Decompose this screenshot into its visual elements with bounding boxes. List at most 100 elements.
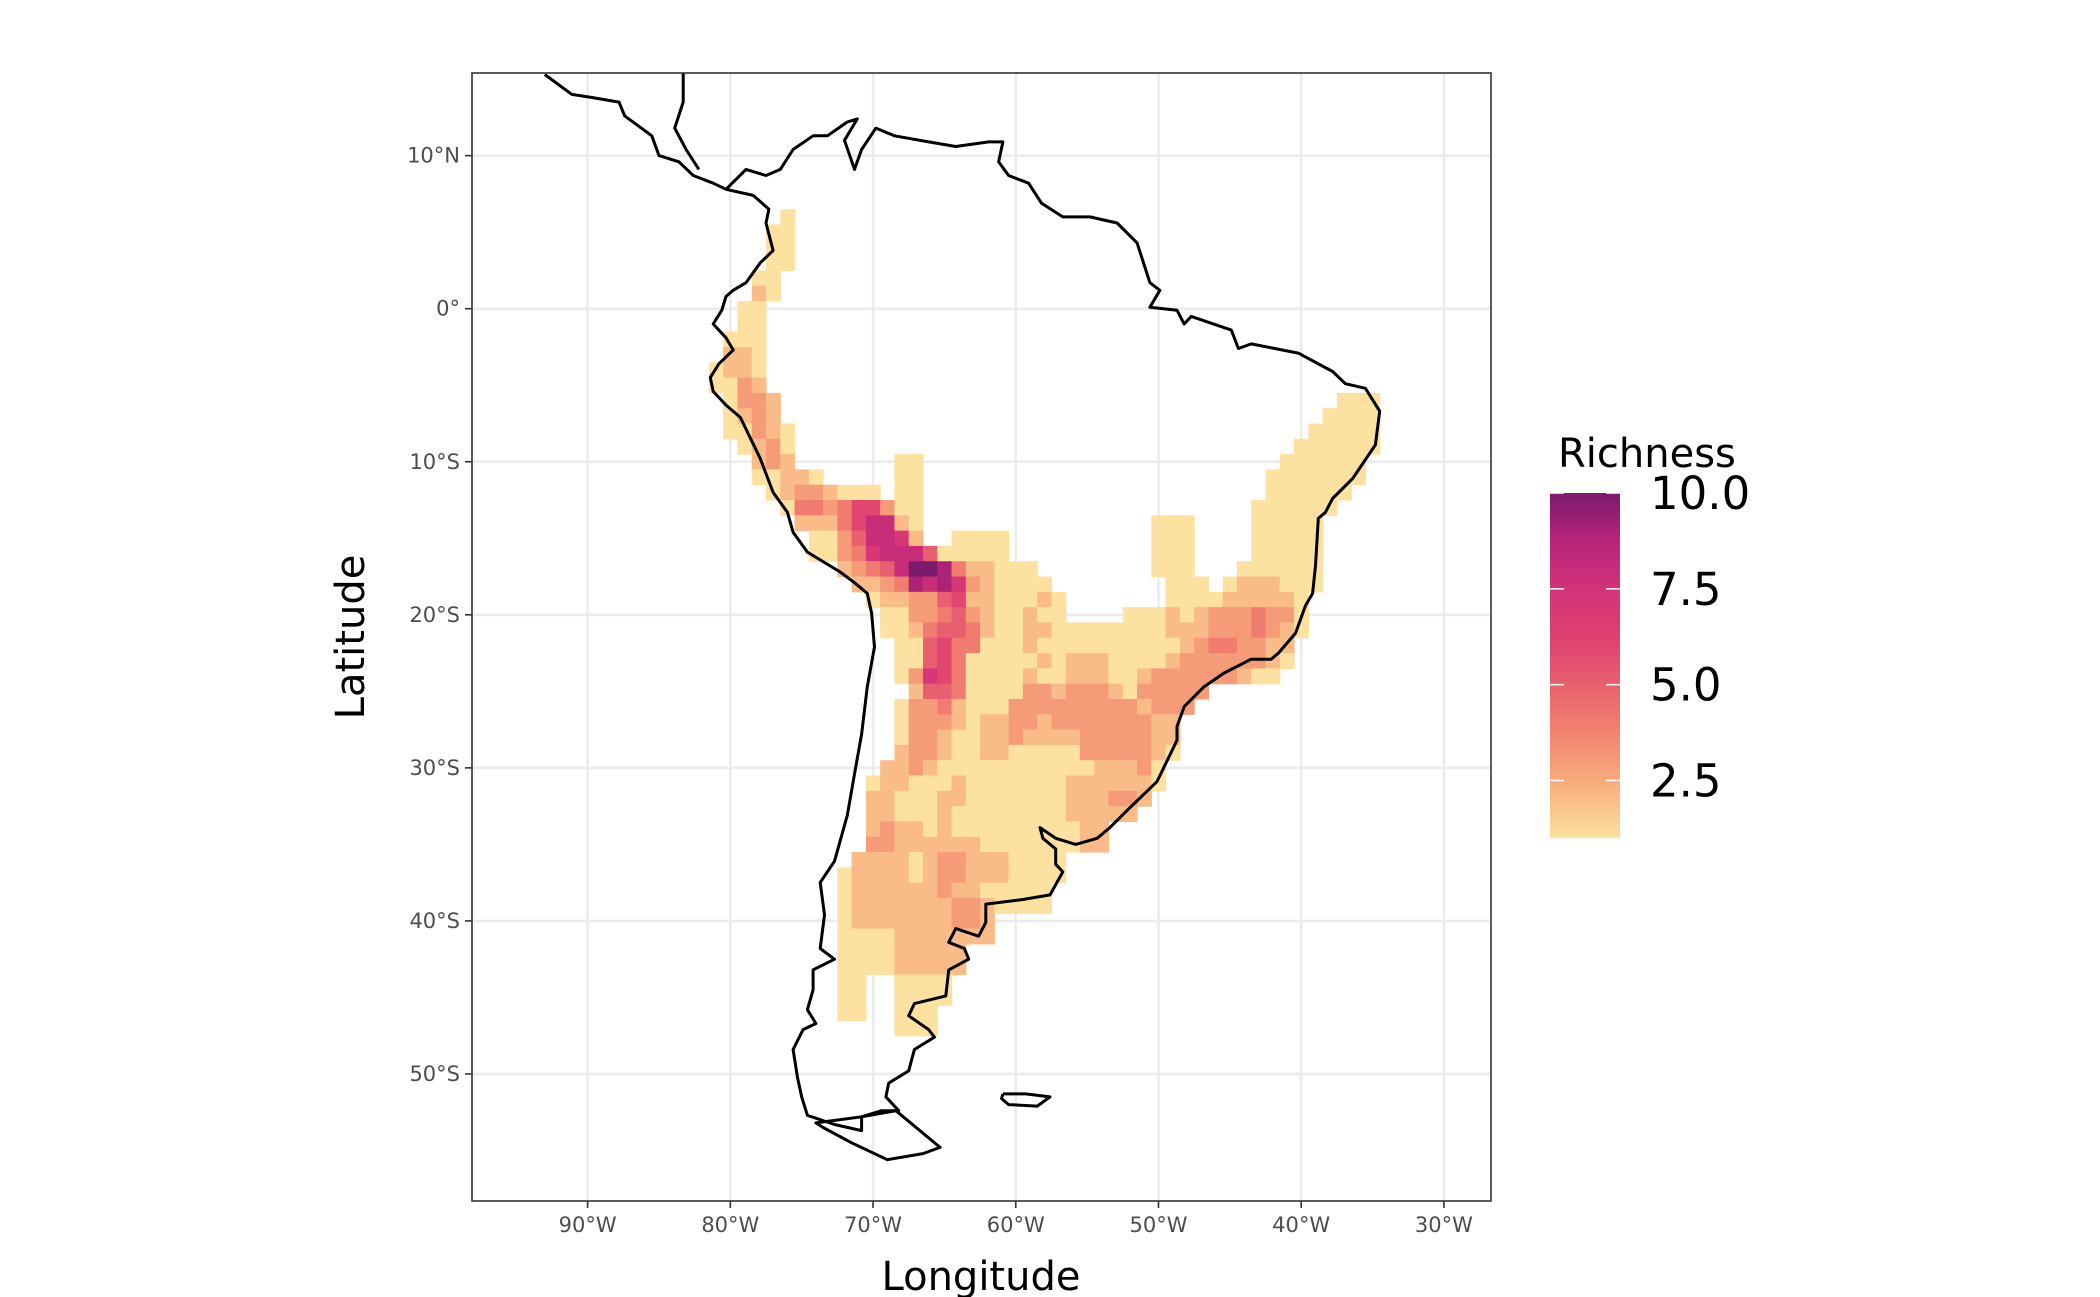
richness-cell <box>880 821 896 838</box>
richness-cell <box>1065 744 1081 761</box>
richness-cell <box>922 637 938 654</box>
richness-cell <box>994 760 1010 777</box>
richness-cell <box>1236 607 1252 624</box>
richness-cell <box>1165 545 1181 562</box>
richness-cell <box>1094 622 1110 639</box>
richness-cell <box>1222 607 1238 624</box>
richness-cell <box>1236 561 1252 578</box>
richness-cell <box>894 530 910 547</box>
richness-cell <box>951 836 967 853</box>
richness-cell <box>1108 622 1124 639</box>
richness-cell <box>1122 775 1138 792</box>
richness-cell <box>1008 729 1024 746</box>
x-tick-label: 90°W <box>559 1213 617 1237</box>
richness-cell <box>1251 561 1267 578</box>
y-tick-label: 50°S <box>409 1062 460 1086</box>
richness-cell <box>1079 653 1095 669</box>
richness-cell <box>965 714 981 731</box>
richness-cell <box>894 897 910 914</box>
richness-cell <box>1251 515 1267 532</box>
richness-cell <box>1294 469 1309 486</box>
richness-cell <box>880 530 896 547</box>
richness-cell <box>1094 836 1110 853</box>
richness-cell <box>1008 683 1024 700</box>
richness-cell <box>908 576 924 593</box>
richness-cell <box>951 821 967 838</box>
richness-cell <box>994 591 1010 608</box>
richness-cell <box>908 515 924 532</box>
richness-cell <box>823 500 838 516</box>
richness-cell <box>1122 744 1138 761</box>
richness-cell <box>1294 561 1309 578</box>
richness-cell <box>837 530 853 547</box>
richness-cell <box>951 591 967 608</box>
richness-cell <box>765 454 781 471</box>
richness-cell <box>994 714 1010 731</box>
richness-cell <box>1008 591 1024 608</box>
richness-cell <box>1037 683 1053 700</box>
richness-cell <box>723 377 739 394</box>
richness-cell <box>908 913 924 930</box>
richness-cell <box>994 668 1010 685</box>
richness-cell <box>1251 591 1267 608</box>
richness-cell <box>951 530 967 547</box>
richness-cell <box>922 576 938 593</box>
richness-cell <box>737 392 753 409</box>
x-tick-label: 60°W <box>987 1213 1045 1237</box>
richness-cell <box>1294 500 1309 516</box>
richness-cell <box>1065 653 1081 669</box>
richness-cell <box>951 806 967 823</box>
richness-cell <box>1065 698 1081 715</box>
richness-cell <box>894 821 910 838</box>
richness-cell <box>1037 836 1053 853</box>
richness-cell <box>1308 438 1324 455</box>
richness-cell <box>1208 637 1224 654</box>
richness-cell <box>980 683 995 700</box>
richness-cell <box>937 867 953 884</box>
richness-cell <box>965 836 981 853</box>
richness-cell <box>894 469 910 486</box>
richness-cell <box>880 928 896 945</box>
richness-cell <box>837 882 853 899</box>
richness-cell <box>908 959 924 976</box>
richness-cell <box>951 790 967 807</box>
richness-cell <box>951 913 967 930</box>
richness-cell <box>1108 760 1124 777</box>
richness-cell <box>937 821 953 838</box>
richness-cell <box>1008 576 1024 593</box>
richness-cell <box>851 515 867 532</box>
richness-cell <box>1265 545 1281 562</box>
richness-cell <box>908 607 924 624</box>
richness-cell <box>1008 867 1024 884</box>
richness-cell <box>1279 576 1295 593</box>
richness-cell <box>765 270 781 287</box>
richness-cell <box>1308 469 1324 486</box>
richness-cell <box>1094 683 1110 700</box>
richness-cell <box>1022 821 1038 838</box>
richness-cell <box>865 836 881 853</box>
richness-cell <box>880 576 896 593</box>
x-tick-label: 50°W <box>1129 1213 1187 1237</box>
richness-cell <box>965 637 981 654</box>
coastline-falkland-islands <box>1000 1092 1052 1108</box>
richness-cell <box>808 500 824 516</box>
richness-cell <box>1094 760 1110 777</box>
richness-cell <box>894 775 910 792</box>
richness-cell <box>1022 790 1038 807</box>
richness-cell <box>1336 438 1352 455</box>
richness-cell <box>723 346 739 363</box>
richness-cell <box>1037 775 1053 792</box>
richness-cell <box>1137 744 1152 761</box>
richness-cell <box>1137 790 1152 807</box>
richness-cell <box>1065 637 1081 654</box>
richness-cell <box>894 867 910 884</box>
richness-cell <box>851 561 867 578</box>
richness-cell <box>1037 897 1053 914</box>
richness-cell <box>751 392 767 409</box>
richness-cell <box>937 591 953 608</box>
y-axis: 10°N 0° 10°S 20°S 30°S 40°S 50°S <box>407 144 472 1086</box>
richness-cell <box>765 285 781 302</box>
richness-cell <box>937 714 953 731</box>
richness-cell <box>1279 607 1295 624</box>
richness-cell <box>880 913 896 930</box>
